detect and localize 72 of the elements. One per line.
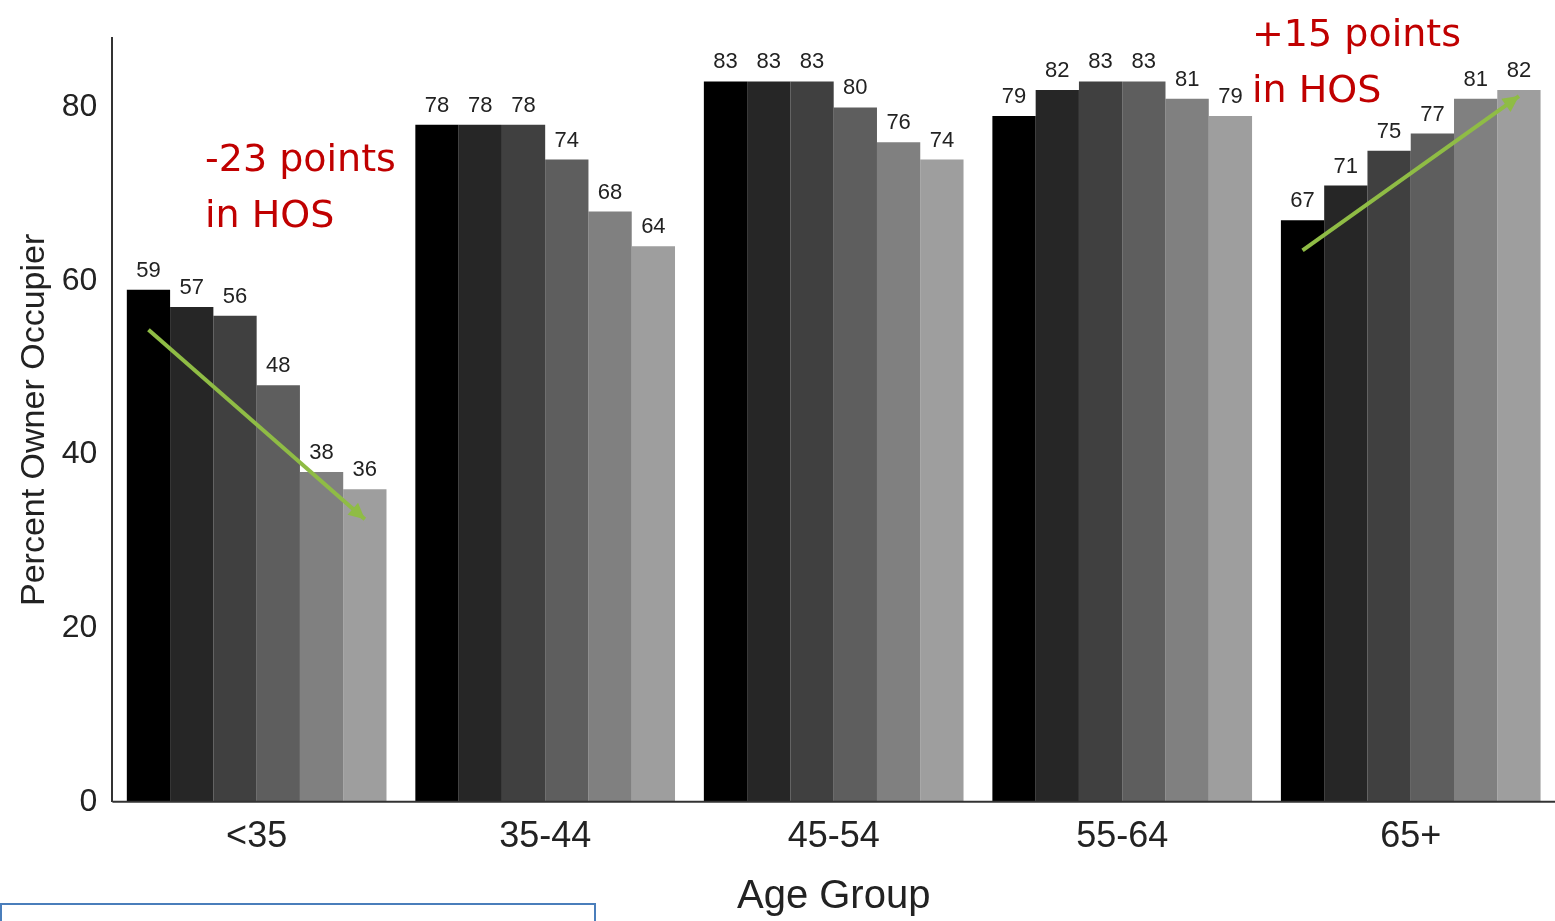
data-label: 79 [1218,83,1243,109]
x-tick-label: 35-44 [499,814,592,856]
y-axis-title: Percent Owner Occupier [12,233,51,607]
y-tick-label: 40 [61,434,98,471]
bar [458,124,502,802]
y-tick-label: 60 [61,260,98,297]
bar [992,116,1036,802]
data-label: 81 [1463,65,1488,91]
data-label: 78 [468,91,493,117]
bar [415,124,459,802]
bar [876,142,921,802]
bar [1410,133,1455,802]
x-axis-title: Age Group [736,872,931,917]
x-tick-label: 45-54 [787,814,880,856]
bar [1122,81,1166,802]
x-tick-label: 65+ [1380,814,1442,856]
data-label: 56 [222,282,248,308]
data-label: 82 [1506,57,1532,83]
bar [501,124,546,802]
bar [833,107,877,802]
data-label: 75 [1376,117,1402,143]
data-label: 78 [424,91,450,117]
bar [1497,90,1541,802]
data-label: 71 [1333,152,1359,178]
data-label: 83 [799,48,825,74]
annotation: -23 points in HOS [205,135,397,238]
bar [126,289,171,802]
bar [1208,116,1253,802]
data-label: 59 [136,256,161,282]
data-label: 83 [713,48,738,74]
bar [343,489,387,802]
bar [1367,150,1411,802]
bar [790,81,834,802]
y-tick-label: 0 [79,781,98,818]
x-tick-label: 55-64 [1076,814,1169,856]
data-label: 83 [756,48,782,74]
data-label: 74 [554,126,580,152]
bar [631,246,676,802]
bar [1324,185,1368,802]
bar [545,159,589,802]
y-tick-label: 80 [61,87,98,124]
bar [299,471,344,802]
bar [920,159,964,802]
bar [1035,90,1079,802]
bar [1165,98,1209,802]
data-label: 80 [843,74,868,100]
data-label: 74 [929,126,955,152]
bar [170,307,214,802]
data-label: 83 [1131,48,1157,74]
data-label: 79 [1001,83,1027,109]
x-tick-label: <35 [226,814,288,856]
data-label: 48 [266,352,291,378]
bar [1454,98,1498,802]
data-label: 82 [1045,57,1070,83]
data-label: 78 [511,91,536,117]
data-label: 57 [179,274,204,300]
data-label: 83 [1088,48,1113,74]
data-label: 81 [1174,65,1200,91]
bar [588,211,632,802]
y-tick-label: 20 [61,608,98,645]
bar [213,315,257,802]
bar [703,81,748,802]
data-label: 36 [352,456,378,482]
data-label: 67 [1290,187,1315,213]
data-label: 76 [886,109,911,135]
data-label: 68 [597,178,623,204]
data-label: 38 [309,439,334,465]
bar [256,385,300,802]
bar [1078,81,1123,802]
bar [747,81,791,802]
bar [1280,220,1325,802]
data-label: 64 [641,213,666,239]
